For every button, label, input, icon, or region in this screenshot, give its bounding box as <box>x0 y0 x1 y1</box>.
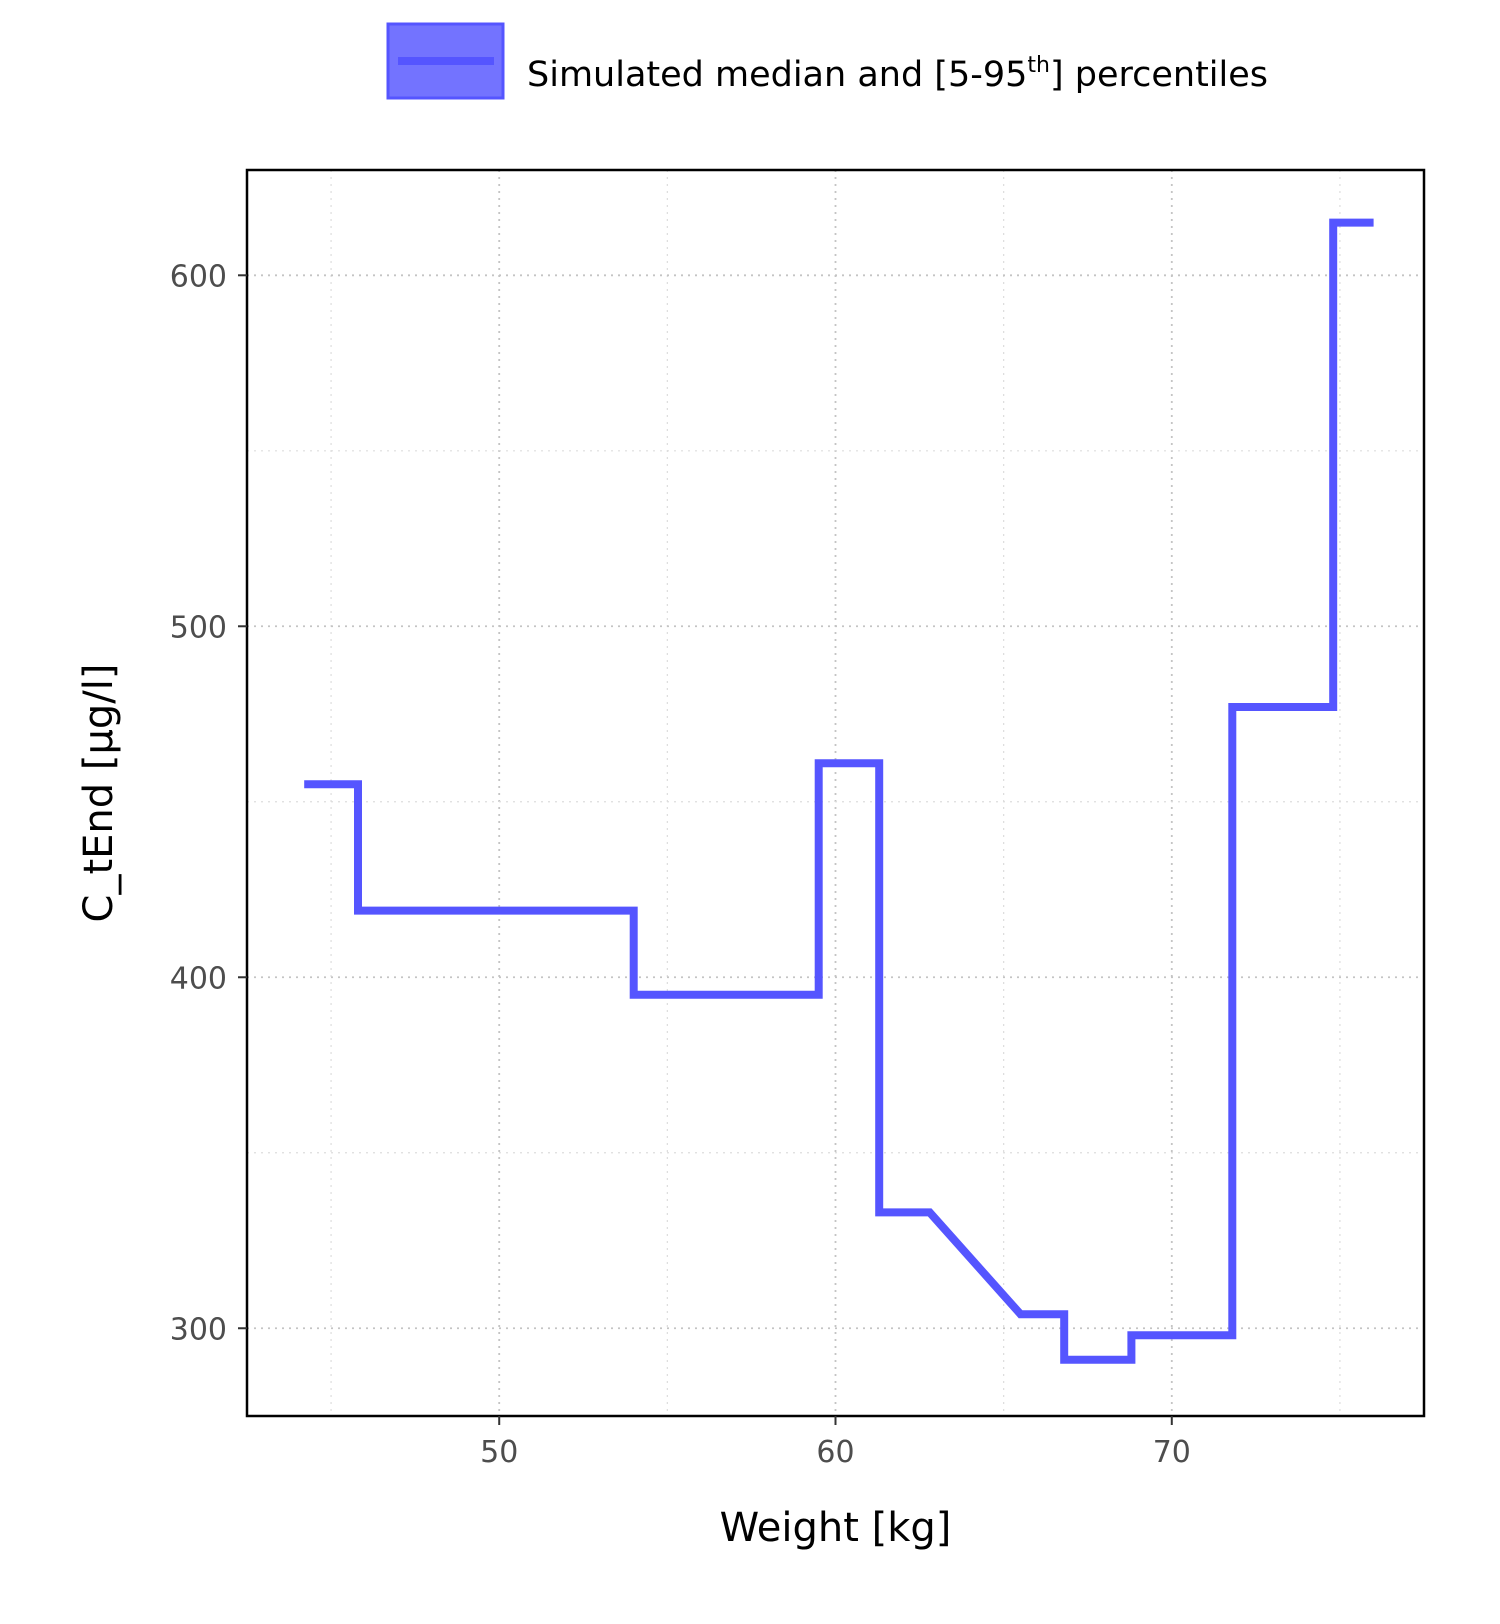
x-tick-label: 60 <box>816 1435 854 1470</box>
legend-label-end: ] percentiles <box>1050 55 1268 95</box>
legend-label-main: Simulated median and [5-95 <box>527 55 1027 95</box>
series-line-median <box>304 218 1374 1364</box>
y-tick-label: 500 <box>170 610 227 645</box>
y-tick-label: 400 <box>170 961 227 996</box>
y-axis-title: C_tEnd [µg/l] <box>76 664 122 923</box>
legend-label: Simulated median and [5-95th] percentile… <box>527 53 1268 95</box>
series-layer <box>304 218 1374 1364</box>
y-tick-label: 300 <box>170 1312 227 1347</box>
x-axis-title: Weight [kg] <box>720 1505 952 1551</box>
ticks: 50 60 70 300 400 500 600 <box>170 259 1191 1470</box>
y-tick-label: 600 <box>170 259 227 294</box>
x-tick-label: 50 <box>480 1435 518 1470</box>
legend-label-sup: th <box>1027 53 1050 78</box>
x-tick-label: 70 <box>1153 1435 1191 1470</box>
grid <box>247 170 1424 1416</box>
legend: Simulated median and [5-95th] percentile… <box>386 22 1268 100</box>
